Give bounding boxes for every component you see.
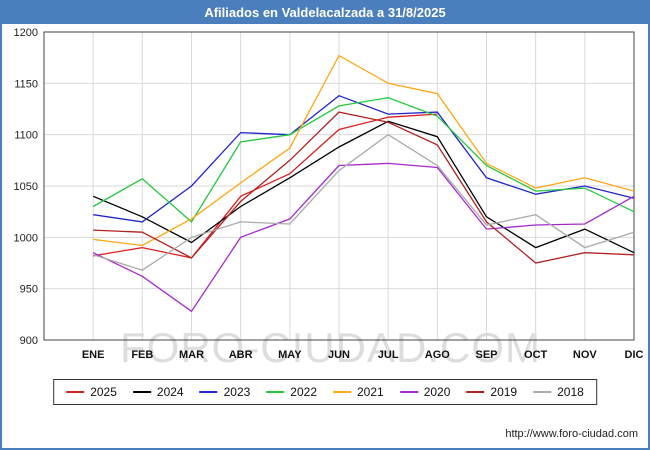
legend-label-2025: 2025 [90, 385, 117, 399]
legend-label-2018: 2018 [557, 385, 584, 399]
legend-swatch-2025 [66, 391, 85, 393]
legend-label-2024: 2024 [156, 385, 184, 399]
y-tick-label: 1150 [14, 78, 38, 90]
y-tick-label: 1050 [14, 181, 38, 193]
x-tick-label: AGO [425, 349, 451, 361]
y-tick-label: 1000 [14, 232, 38, 244]
x-tick-label: FEB [131, 349, 153, 361]
x-tick-label: NOV [573, 349, 598, 361]
legend-swatch-2019 [466, 391, 485, 393]
legend-swatch-2024 [132, 391, 151, 393]
y-tick-label: 900 [20, 335, 38, 347]
x-tick-label: MAR [179, 349, 204, 361]
legend-label-2022: 2022 [290, 385, 317, 399]
legend-label-2020: 2020 [423, 385, 451, 399]
legend: 2025 2024 2023 2022 2021 2020 2019 2018 [53, 379, 597, 405]
legend-item-2024[interactable]: 2024 [132, 385, 184, 399]
legend-swatch-2020 [399, 391, 418, 393]
chart-area: FORO-CIUDAD.COM 900 950 1000 1050 1100 1150 12… [2, 24, 648, 371]
series-line-2025 [93, 113, 438, 259]
legend-label-2021: 2021 [357, 385, 384, 399]
legend-swatch-2022 [266, 391, 285, 393]
x-tick-label: ENE [82, 349, 105, 361]
series-line-2022 [92, 97, 635, 223]
legend-swatch-2023 [199, 391, 218, 393]
x-tick-label: JUL [378, 349, 399, 361]
series-line-2020 [92, 162, 635, 313]
x-tick-label: DIC [625, 349, 644, 361]
x-tick-label: JUN [328, 349, 350, 361]
page-title: Afiliados en Valdelacalzada a 31/8/2025 [2, 2, 648, 24]
series-line-2023 [93, 94, 635, 223]
x-tick-label: ABR [229, 349, 253, 361]
legend-swatch-2021 [333, 391, 351, 393]
y-tick-label: 1100 [14, 130, 38, 142]
legend-item-2023[interactable]: 2023 [199, 385, 251, 399]
legend-item-2018[interactable]: 2018 [533, 385, 584, 399]
series-line-2019 [93, 111, 635, 264]
legend-item-2020[interactable]: 2020 [399, 385, 451, 399]
legend-swatch-2018 [533, 391, 552, 393]
line-chart: 900 950 1000 1050 1100 1150 1200 ENE FEB MAR ABR MA… [14, 27, 644, 361]
y-tick-label: 1200 [14, 27, 38, 39]
series-line-2024 [92, 120, 635, 254]
legend-label-2023: 2023 [223, 385, 251, 399]
legend-item-2025[interactable]: 2025 [66, 385, 117, 399]
legend-item-2022[interactable]: 2022 [266, 385, 317, 399]
legend-label-2019: 2019 [490, 385, 518, 399]
x-tick-label: SEP [475, 349, 497, 361]
footer-url[interactable]: http://www.foro-ciudad.com [505, 428, 638, 440]
legend-item-2019[interactable]: 2019 [466, 385, 517, 399]
x-tick-label: OCT [524, 349, 548, 361]
series-line-2021 [93, 54, 635, 247]
legend-item-2021[interactable]: 2021 [333, 385, 384, 399]
y-tick-label: 950 [20, 284, 38, 296]
series-line-2018 [93, 133, 635, 271]
x-tick-label: MAY [278, 349, 302, 361]
